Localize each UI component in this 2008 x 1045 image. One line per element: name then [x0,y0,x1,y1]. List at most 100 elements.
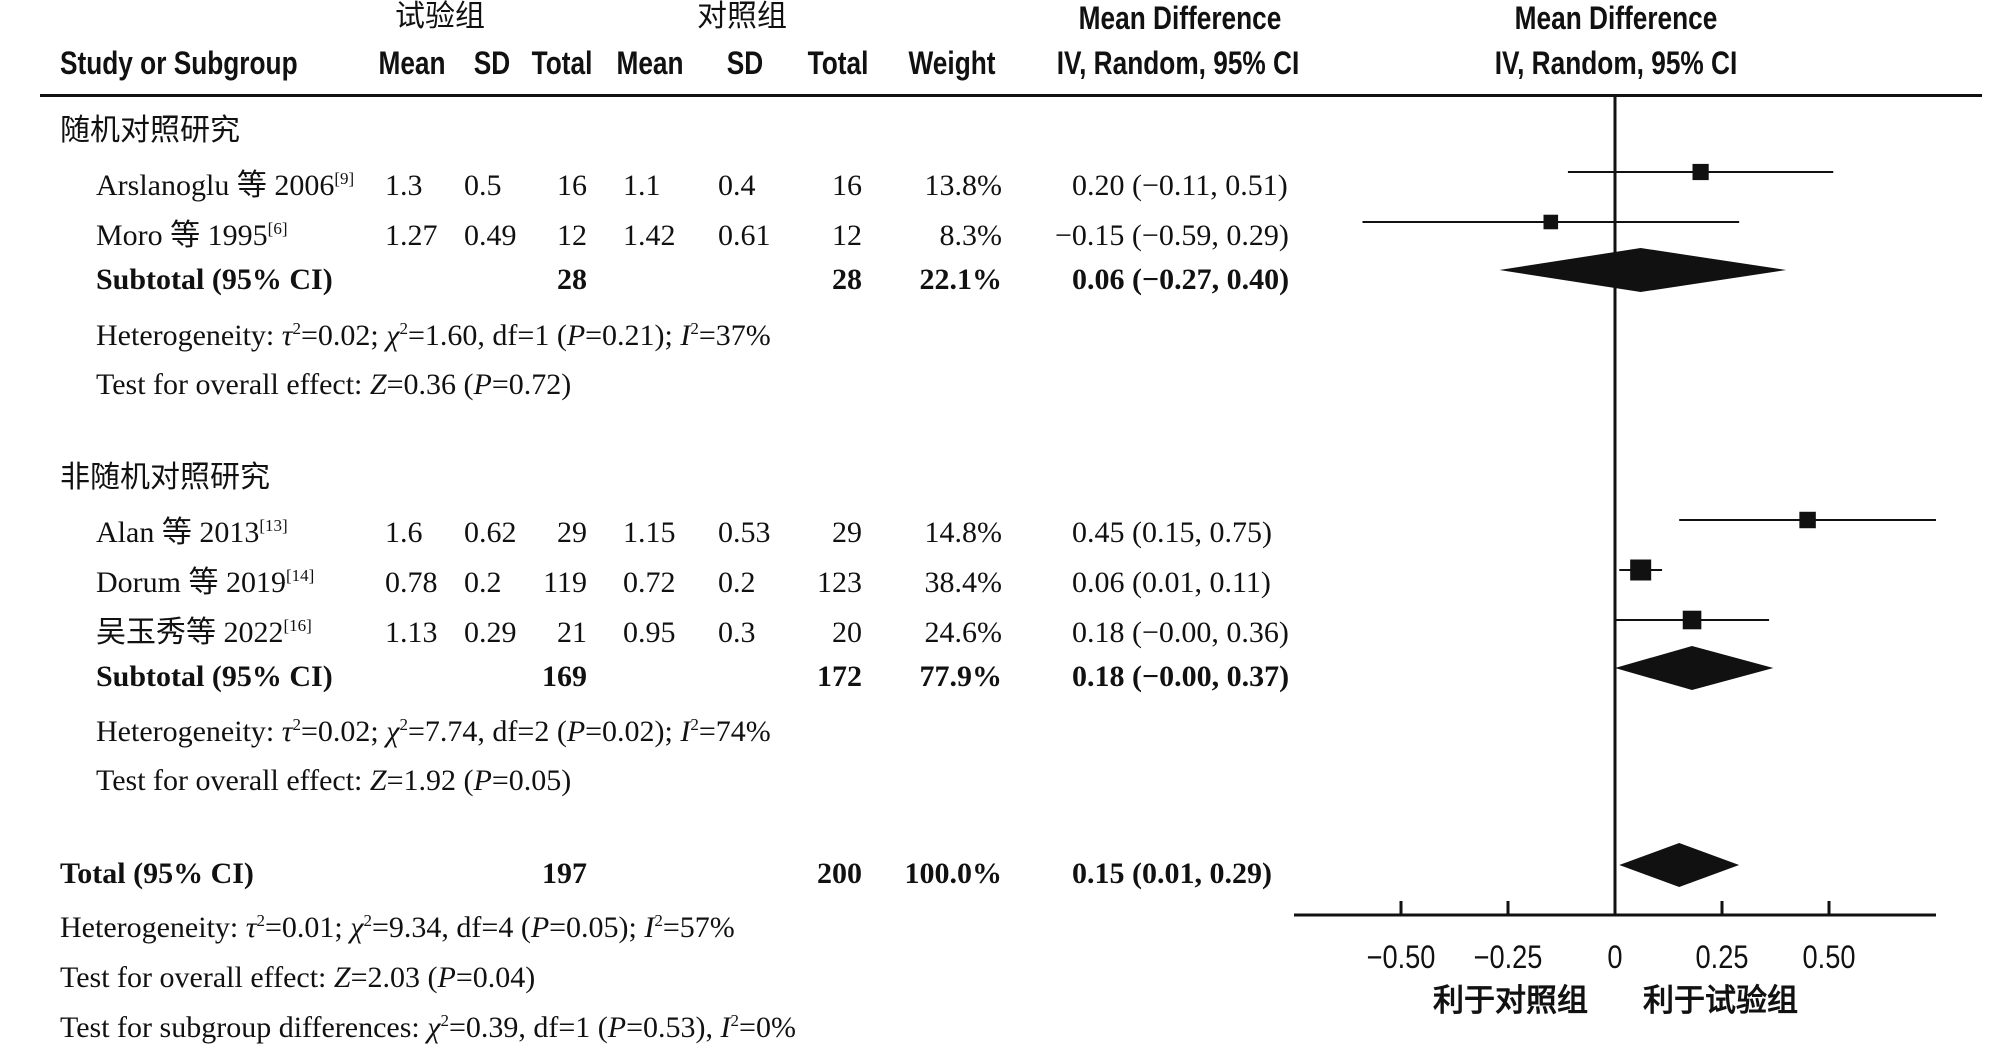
exp-grand-total-value: 197 [542,857,587,890]
exp-total-value: 16 [557,169,587,202]
ctrl-total-value: 12 [832,219,862,252]
ctrl-total-header: Total [807,45,869,81]
subtotal-weight-value: 22.1% [919,263,1003,296]
exp-sd-value: 0.5 [464,169,502,202]
ctrl-sd-value: 0.4 [718,169,756,202]
ctrl-total-value: 16 [832,169,862,202]
md-ci-value: 0.06 (0.01, 0.11) [1072,566,1271,599]
exp-sd-value: 0.29 [464,616,517,649]
ctrl-sd-value: 0.2 [718,566,756,599]
weight-value: 24.6% [924,616,1003,649]
ctrl-subtotal-value: 28 [832,263,862,296]
exp-mean-value: 1.13 [385,616,438,649]
total-ci-value: 0.15 (0.01, 0.29) [1072,857,1272,890]
subtotal-ci-value: 0.18 (−0.00, 0.37) [1072,660,1290,693]
exp-mean-header: Mean [378,45,446,81]
weight-value: 13.8% [924,169,1003,202]
weight-header: Weight [908,45,996,81]
ctrl-mean-value: 0.95 [623,616,676,649]
x-axis-tick-label: −0.25 [1473,939,1543,975]
ctrl-total-value: 29 [832,516,862,549]
subtotal-diamond [1499,248,1787,292]
study-effect-square [1543,214,1559,230]
subtotal-ci-value: 0.06 (−0.27, 0.40) [1072,263,1290,296]
favours-experimental-label: 利于试验组 [1643,983,1798,1019]
ctrl-total-value: 20 [832,616,862,649]
md-ci-value: 0.18 (−0.00, 0.36) [1072,616,1289,649]
ctrl-mean-value: 1.42 [623,219,676,252]
study-name: Alan 等 2013[13] [96,516,288,549]
subtotal-diamond [1615,646,1774,690]
study-effect-square [1682,610,1702,630]
ctrl-mean-header: Mean [616,45,684,81]
ctrl-grand-total-value: 200 [817,857,862,890]
md-ci-value: 0.20 (−0.11, 0.51) [1072,169,1288,202]
md-ci-value: −0.15 (−0.59, 0.29) [1055,219,1289,252]
exp-total-value: 29 [557,516,587,549]
exp-total-value: 21 [557,616,587,649]
md-title-header: Mean Difference [1078,0,1282,36]
study-name: Arslanoglu 等 2006[9] [96,169,355,202]
ctrl-sd-value: 0.53 [718,516,771,549]
header-rule [40,94,1982,97]
study-name: 吴玉秀等 2022[16] [96,616,312,649]
overall-effect-text: Test for overall effect: Z=0.36 (P=0.72) [96,368,572,401]
ctrl-mean-value: 1.1 [623,169,661,202]
exp-mean-value: 1.6 [385,516,423,549]
md-ci-value: 0.45 (0.15, 0.75) [1072,516,1272,549]
overall-diamond [1619,843,1740,887]
exp-total-value: 12 [557,219,587,252]
exp-sd-header: SD [473,45,511,81]
weight-value: 8.3% [939,219,1003,252]
md-method-header: IV, Random, 95% CI [1056,45,1300,81]
x-axis-tick-label: 0.25 [1695,939,1749,975]
weight-value: 38.4% [924,566,1003,599]
weight-value: 14.8% [924,516,1003,549]
heterogeneity-text: Heterogeneity: τ2=0.02; χ2=1.60, df=1 (P… [96,319,771,352]
study-effect-square [1799,511,1816,529]
total-heterogeneity-text: Heterogeneity: τ2=0.01; χ2=9.34, df=4 (P… [60,911,735,944]
exp-total-value: 119 [543,566,587,599]
x-axis-tick-label: 0.50 [1802,939,1856,975]
ctrl-mean-value: 0.72 [623,566,676,599]
total-overall-effect-text: Test for overall effect: Z=2.03 (P=0.04) [60,961,536,994]
ctrl-sd-header: SD [726,45,764,81]
plot-title-header: Mean Difference [1514,0,1718,36]
exp-subtotal-value: 169 [542,660,587,693]
favours-control-label: 利于对照组 [1433,983,1588,1019]
ctrl-mean-value: 1.15 [623,516,676,549]
exp-sd-value: 0.49 [464,219,517,252]
experimental-group-header: 试验组 [395,0,485,34]
overall-effect-text: Test for overall effect: Z=1.92 (P=0.05) [96,764,572,797]
study-column-header: Study or Subgroup [60,45,298,81]
x-axis-tick-label: −0.50 [1366,939,1436,975]
subtotal-label: Subtotal (95% CI) [96,263,333,296]
control-group-header: 对照组 [697,0,787,34]
ctrl-sd-value: 0.3 [718,616,756,649]
subgroup-differences-text: Test for subgroup differences: χ2=0.39, … [60,1011,796,1044]
subtotal-weight-value: 77.9% [919,660,1003,693]
total-label: Total (95% CI) [60,857,254,890]
exp-mean-value: 1.3 [385,169,423,202]
study-effect-square [1692,163,1709,181]
exp-mean-value: 1.27 [385,219,438,252]
heterogeneity-text: Heterogeneity: τ2=0.02; χ2=7.74, df=2 (P… [96,715,771,748]
ctrl-subtotal-value: 172 [817,660,862,693]
study-effect-square [1630,559,1652,581]
ctrl-total-value: 123 [817,566,862,599]
study-name: Dorum 等 2019[14] [96,566,315,599]
ctrl-sd-value: 0.61 [718,219,771,252]
plot-method-header: IV, Random, 95% CI [1494,45,1738,81]
exp-total-header: Total [531,45,593,81]
exp-mean-value: 0.78 [385,566,438,599]
study-name: Moro 等 1995[6] [96,219,288,252]
x-axis-tick-label: 0 [1607,939,1623,975]
exp-sd-value: 0.2 [464,566,502,599]
subgroup-title: 非随机对照研究 [60,460,270,495]
exp-sd-value: 0.62 [464,516,517,549]
subtotal-label: Subtotal (95% CI) [96,660,333,693]
total-weight-value: 100.0% [904,857,1003,890]
exp-subtotal-value: 28 [557,263,587,296]
subgroup-title: 随机对照研究 [60,113,240,148]
